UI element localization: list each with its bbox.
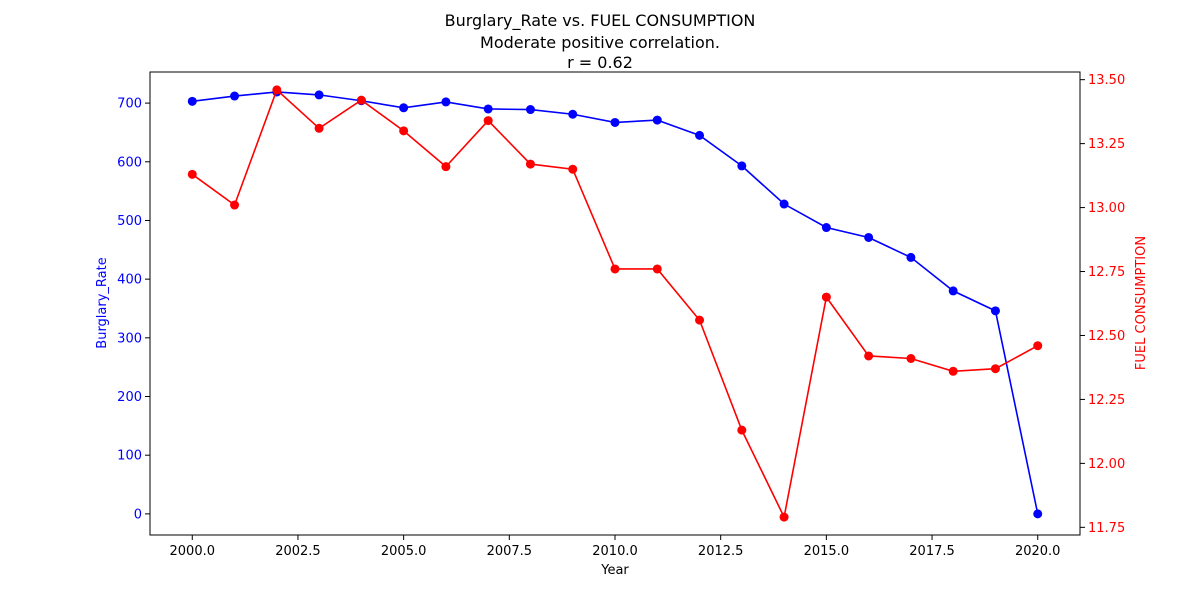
- y-left-tick-label: 200: [117, 390, 142, 405]
- data-point: [610, 117, 620, 127]
- y-left-tick-label: 300: [117, 331, 142, 346]
- chart-title: Burglary_Rate vs. FUEL CONSUMPTION Moder…: [445, 11, 756, 72]
- data-point: [821, 223, 831, 233]
- x-axis: 2000.0 2002.5 2005.0 2007.5 2010.0 2012.5 2015…: [170, 535, 1061, 559]
- data-point: [399, 126, 409, 136]
- x-tick-label: 2015.0: [804, 544, 850, 559]
- data-point: [272, 85, 282, 95]
- data-point: [779, 512, 789, 522]
- data-point: [737, 161, 747, 171]
- data-point: [779, 199, 789, 209]
- x-tick-label: 2000.0: [170, 544, 216, 559]
- y-right-tick-label: 12.50: [1088, 329, 1125, 344]
- data-point: [695, 130, 705, 140]
- x-tick-label: 2010.0: [592, 544, 638, 559]
- data-point: [230, 91, 240, 101]
- data-point: [525, 159, 535, 169]
- y-right-tick-label: 12.75: [1088, 265, 1125, 280]
- y-left-tick-label: 700: [117, 97, 142, 112]
- data-point: [525, 105, 535, 115]
- chart-subtitle-line: Moderate positive correlation.: [480, 33, 720, 52]
- chart-title-line-1: Burglary_Rate vs. FUEL CONSUMPTION: [445, 11, 756, 31]
- data-point: [737, 425, 747, 435]
- y-axis-right: 11.75 12.00 12.25 12.50 12.75 13.00 13.25 13.50: [1080, 73, 1125, 536]
- y-right-tick-label: 13.25: [1088, 137, 1125, 152]
- data-point: [356, 95, 366, 105]
- y-left-tick-label: 600: [117, 155, 142, 170]
- y-right-tick-label: 13.50: [1088, 73, 1125, 88]
- data-point: [1033, 341, 1043, 351]
- data-point: [906, 353, 916, 363]
- data-point: [695, 315, 705, 325]
- data-point: [948, 286, 958, 296]
- data-point: [568, 109, 578, 119]
- x-tick-label: 2020.0: [1015, 544, 1061, 559]
- data-point: [187, 169, 197, 179]
- data-point: [864, 351, 874, 361]
- x-tick-label: 2012.5: [698, 544, 744, 559]
- data-point: [483, 116, 493, 126]
- data-point: [906, 252, 916, 262]
- data-point: [230, 200, 240, 210]
- y-right-tick-label: 12.00: [1088, 457, 1125, 472]
- data-point: [399, 103, 409, 113]
- series-fuel-consumption: [187, 85, 1043, 522]
- y-axis-right-label: FUEL CONSUMPTION: [1134, 236, 1149, 370]
- data-point: [652, 264, 662, 274]
- data-point: [864, 232, 874, 242]
- series-line: [191, 88, 1039, 520]
- y-left-tick-label: 500: [117, 214, 142, 229]
- y-left-tick-label: 100: [117, 449, 142, 464]
- y-right-tick-label: 13.00: [1088, 201, 1125, 216]
- data-point: [1033, 509, 1043, 519]
- data-point: [314, 90, 324, 100]
- data-point: [990, 306, 1000, 316]
- data-point: [948, 366, 958, 376]
- y-right-tick-label: 12.25: [1088, 393, 1125, 408]
- data-point: [568, 164, 578, 174]
- series-burglary-rate: [187, 87, 1043, 519]
- series-layer: [187, 85, 1043, 522]
- x-tick-label: 2017.5: [909, 544, 955, 559]
- x-axis-label: Year: [600, 563, 629, 578]
- y-left-tick-label: 0: [134, 507, 142, 522]
- y-right-tick-label: 11.75: [1088, 521, 1125, 536]
- chart-correlation-line: r = 0.62: [567, 53, 633, 72]
- data-point: [821, 292, 831, 302]
- y-left-tick-label: 400: [117, 273, 142, 288]
- data-point: [652, 115, 662, 125]
- data-point: [441, 162, 451, 172]
- data-point: [483, 104, 493, 114]
- y-axis-left-label: Burglary_Rate: [95, 257, 110, 348]
- y-axis-left: 0 100 200 300 400 500 600 700: [117, 97, 150, 522]
- data-point: [187, 96, 197, 106]
- data-point: [441, 97, 451, 107]
- x-tick-label: 2002.5: [275, 544, 321, 559]
- plot-area-frame: [149, 71, 1081, 536]
- data-point: [314, 123, 324, 133]
- x-tick-label: 2005.0: [381, 544, 427, 559]
- data-point: [610, 264, 620, 274]
- x-tick-label: 2007.5: [487, 544, 533, 559]
- data-point: [990, 364, 1000, 374]
- series-line: [192, 91, 1039, 515]
